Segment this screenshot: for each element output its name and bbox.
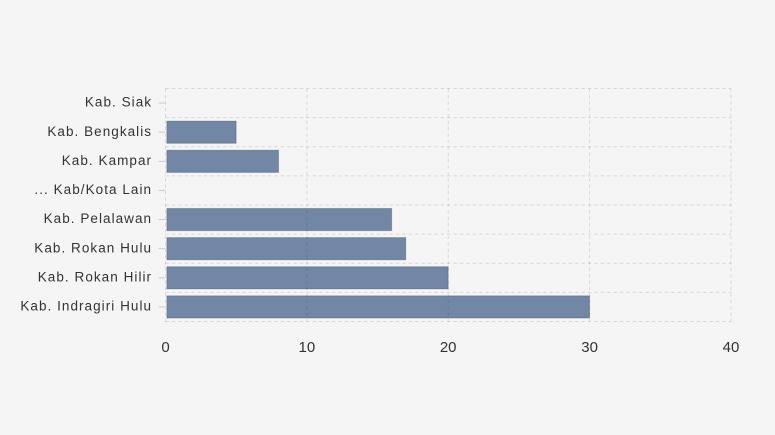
svg-text:Kab. Rokan Hulu: Kab. Rokan Hulu: [34, 240, 152, 255]
svg-text:Kab. Kampar: Kab. Kampar: [62, 153, 152, 168]
svg-text:40: 40: [723, 339, 740, 356]
svg-text:0: 0: [161, 339, 169, 356]
svg-text:... Kab/Kota Lain: ... Kab/Kota Lain: [34, 182, 152, 197]
svg-text:Kab. Bengkalis: Kab. Bengkalis: [47, 124, 152, 139]
svg-text:Kab. Rokan Hilir: Kab. Rokan Hilir: [38, 269, 152, 284]
svg-text:Kab. Indragiri Hulu: Kab. Indragiri Hulu: [20, 299, 152, 314]
svg-text:Kab. Siak: Kab. Siak: [85, 95, 152, 110]
svg-text:10: 10: [299, 339, 316, 356]
svg-text:30: 30: [581, 339, 598, 356]
svg-text:Kab. Pelalawan: Kab. Pelalawan: [44, 211, 153, 226]
svg-text:20: 20: [440, 339, 457, 356]
